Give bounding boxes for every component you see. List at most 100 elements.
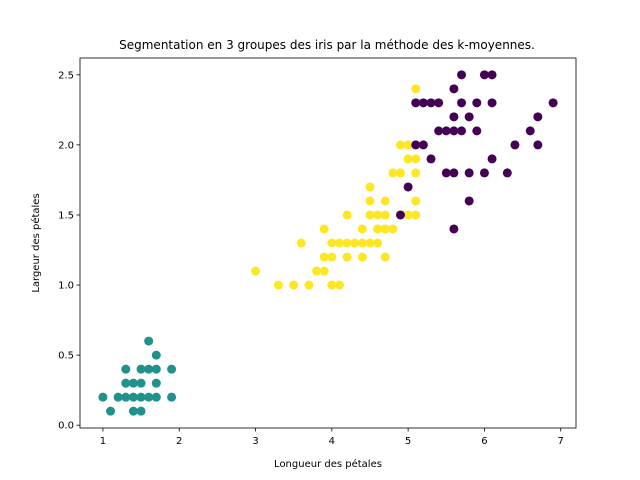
data-point-2-21 [464, 168, 474, 178]
x-axis-label: Longueur des pétales [274, 458, 382, 470]
y-tick-label: 1.5 [58, 210, 74, 221]
x-tick-label: 5 [405, 436, 411, 447]
data-point-1-16 [342, 210, 352, 220]
data-point-2-33 [533, 140, 543, 150]
x-tick-label: 4 [329, 436, 335, 447]
data-point-1-21 [365, 238, 375, 248]
data-point-1-40 [411, 210, 421, 220]
data-point-2-7 [426, 98, 436, 108]
data-point-0-6 [128, 406, 138, 416]
data-point-2-17 [457, 126, 467, 136]
data-point-2-16 [449, 84, 459, 94]
x-tick-label: 3 [252, 436, 258, 447]
data-point-1-3 [296, 238, 306, 248]
data-point-0-19 [151, 350, 161, 360]
data-point-1-12 [334, 280, 344, 290]
data-point-2-31 [510, 140, 520, 150]
data-point-1-5 [312, 266, 322, 276]
data-point-2-19 [457, 70, 467, 80]
data-point-2-24 [472, 98, 482, 108]
data-point-2-5 [418, 98, 428, 108]
data-point-1-19 [357, 238, 367, 248]
data-point-0-11 [136, 378, 146, 388]
data-point-1-29 [380, 224, 390, 234]
data-point-2-8 [434, 126, 444, 136]
y-axis-label: Largeur des pétales [30, 193, 42, 292]
data-point-1-2 [289, 280, 299, 290]
data-point-2-6 [426, 154, 436, 164]
data-point-0-1 [106, 406, 116, 416]
data-point-1-14 [342, 252, 352, 262]
data-point-2-30 [502, 168, 512, 178]
data-point-2-2 [411, 140, 421, 150]
data-point-1-31 [380, 196, 390, 206]
chart-title: Segmentation en 3 groupes des iris par l… [119, 38, 535, 52]
data-point-0-2 [113, 392, 123, 402]
data-point-1-0 [251, 266, 261, 276]
data-point-0-7 [128, 392, 138, 402]
data-point-1-32 [388, 224, 398, 234]
x-tick-label: 1 [100, 436, 106, 447]
data-point-0-17 [151, 378, 161, 388]
data-point-1-35 [395, 168, 405, 178]
data-point-1-20 [357, 224, 367, 234]
data-point-0-12 [136, 364, 146, 374]
data-point-1-22 [365, 210, 375, 220]
data-point-1-13 [334, 238, 344, 248]
data-point-1-8 [319, 224, 329, 234]
data-point-2-4 [418, 140, 428, 150]
data-point-1-41 [411, 196, 421, 206]
x-tick-label: 2 [176, 436, 182, 447]
data-point-2-15 [449, 112, 459, 122]
data-point-2-28 [487, 98, 497, 108]
y-axis: 0.0 0.5 1.0 1.5 2.0 2.5 [58, 70, 80, 432]
data-point-1-39 [403, 140, 413, 150]
data-point-2-9 [434, 98, 444, 108]
x-tick-label: 7 [558, 436, 564, 447]
data-point-0-9 [136, 406, 146, 416]
data-point-0-4 [121, 378, 131, 388]
data-point-2-22 [464, 112, 474, 122]
data-point-0-21 [167, 364, 177, 374]
data-point-2-12 [449, 224, 459, 234]
data-point-0-10 [136, 392, 146, 402]
data-point-2-10 [441, 168, 451, 178]
data-point-0-14 [144, 364, 154, 374]
data-point-2-25 [479, 168, 489, 178]
data-point-1-30 [380, 210, 390, 220]
data-point-1-1 [273, 280, 283, 290]
data-point-1-23 [365, 196, 375, 206]
data-point-0-18 [151, 364, 161, 374]
data-point-2-29 [487, 70, 497, 80]
data-point-1-6 [319, 266, 329, 276]
data-point-1-28 [380, 252, 390, 262]
data-point-2-27 [487, 154, 497, 164]
data-point-2-35 [548, 98, 558, 108]
data-point-2-18 [457, 98, 467, 108]
data-point-1-25 [373, 238, 383, 248]
data-point-0-15 [144, 336, 154, 346]
data-point-2-1 [403, 182, 413, 192]
data-point-0-8 [128, 378, 138, 388]
data-point-2-26 [479, 70, 489, 80]
data-point-2-0 [395, 210, 405, 220]
data-point-1-7 [319, 252, 329, 262]
data-point-1-27 [373, 210, 383, 220]
data-point-1-36 [395, 140, 405, 150]
data-point-1-42 [411, 168, 421, 178]
y-tick-label: 2.5 [58, 70, 74, 81]
data-point-0-13 [144, 392, 154, 402]
data-point-1-26 [373, 224, 383, 234]
data-point-2-23 [472, 126, 482, 136]
y-tick-label: 2.0 [58, 140, 74, 151]
data-point-2-20 [464, 196, 474, 206]
data-point-2-14 [449, 126, 459, 136]
data-point-1-44 [411, 84, 421, 94]
data-point-1-37 [403, 210, 413, 220]
y-tick-label: 0.0 [58, 421, 74, 432]
data-point-1-38 [403, 154, 413, 164]
data-point-1-11 [327, 238, 337, 248]
data-point-0-5 [121, 364, 131, 374]
data-point-2-32 [525, 126, 535, 136]
